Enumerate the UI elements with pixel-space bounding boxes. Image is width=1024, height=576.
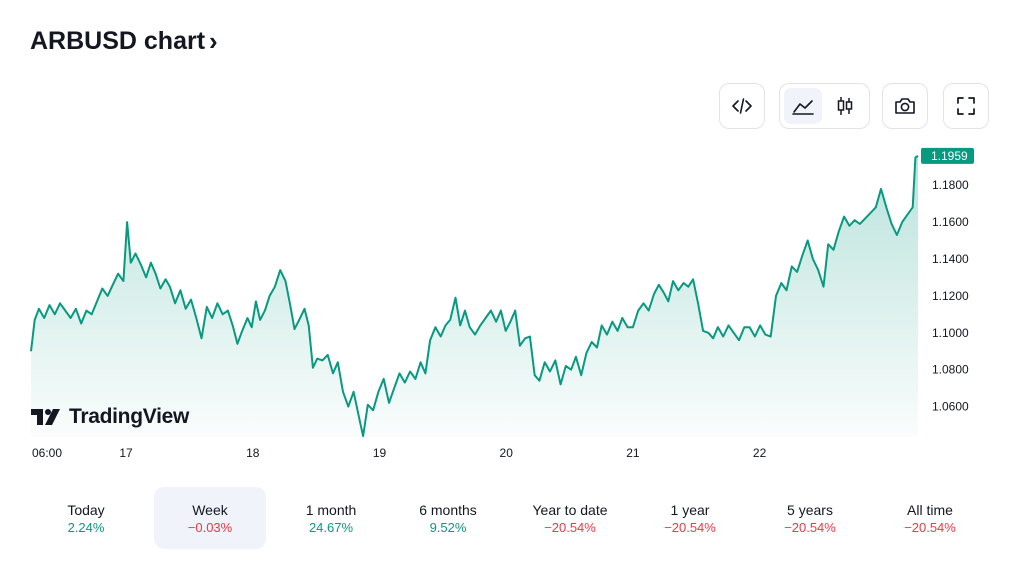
y-tick-label: 1.0800 [932, 363, 969, 377]
period-label: Year to date [532, 501, 608, 518]
period-label: All time [907, 501, 953, 518]
period-change: 2.24% [67, 519, 105, 535]
y-tick-label: 1.1400 [932, 252, 969, 266]
fullscreen-icon [957, 97, 975, 115]
price-area-fill [31, 155, 918, 437]
period-selector: Today 2.24% Week −0.03% 1 month 24.67% 6… [30, 487, 990, 549]
tradingview-wordmark: TradingView [69, 405, 190, 428]
code-icon [732, 98, 752, 114]
x-tick-label: 19 [373, 446, 387, 460]
price-line [30, 155, 919, 438]
period-1-month[interactable]: 1 month 24.67% [275, 487, 387, 549]
x-tick-label: 20 [500, 446, 514, 460]
y-tick-label: 1.1000 [932, 326, 969, 340]
chart-title-link[interactable]: ARBUSD chart › [30, 26, 218, 57]
period-change: −20.54% [784, 519, 836, 535]
period-1-year[interactable]: 1 year −20.54% [634, 487, 746, 549]
tradingview-logo-icon [31, 409, 60, 425]
period-label: 5 years [787, 501, 833, 518]
embed-button[interactable] [719, 83, 765, 129]
x-tick-label: 06:00 [32, 446, 62, 460]
period-5-years[interactable]: 5 years −20.54% [754, 487, 866, 549]
chevron-right-icon: › [209, 26, 218, 56]
fullscreen-button[interactable] [943, 83, 989, 129]
period-label: Week [192, 501, 228, 518]
period-label: 6 months [419, 501, 477, 518]
y-tick-label: 1.1200 [932, 289, 969, 303]
line-chart-button[interactable] [784, 88, 822, 124]
period-change: 9.52% [429, 519, 467, 535]
y-tick-label: 1.1800 [932, 178, 969, 192]
period-label: Today [67, 501, 105, 518]
period-6-months[interactable]: 6 months 9.52% [392, 487, 504, 549]
snapshot-button[interactable] [882, 83, 928, 129]
period-label: 1 month [305, 501, 357, 518]
x-tick-label: 17 [119, 446, 133, 460]
y-tick-label: 1.0600 [932, 400, 969, 414]
line-chart-icon [792, 100, 814, 115]
candlestick-chart-button[interactable] [826, 88, 864, 124]
chart-style-toggle [779, 83, 870, 129]
tradingview-logo: TradingView [31, 405, 189, 429]
period-year-to-date[interactable]: Year to date −20.54% [514, 487, 626, 549]
candlestick-icon [837, 97, 853, 115]
camera-icon [895, 98, 915, 114]
period-change: −20.54% [544, 519, 596, 535]
y-tick-label: 1.1600 [932, 215, 969, 229]
price-chart[interactable]: 1.0600 1.0800 1.1000 1.1200 1.1400 1.1600 1.18… [0, 140, 1024, 470]
x-tick-label: 18 [246, 446, 260, 460]
period-change: −20.54% [664, 519, 716, 535]
period-change: 24.67% [308, 519, 354, 535]
x-tick-label: 22 [753, 446, 767, 460]
period-change: −0.03% [187, 519, 233, 535]
period-change: −20.54% [904, 519, 956, 535]
last-price-tag [921, 147, 974, 164]
period-today[interactable]: Today 2.24% [30, 487, 142, 549]
period-week[interactable]: Week −0.03% [154, 487, 266, 549]
x-tick-label: 21 [626, 446, 640, 460]
period-all-time[interactable]: All time −20.54% [874, 487, 986, 549]
page-title: ARBUSD chart [30, 27, 206, 55]
last-price-label: 1.1959 [931, 149, 968, 163]
period-label: 1 year [670, 501, 710, 518]
